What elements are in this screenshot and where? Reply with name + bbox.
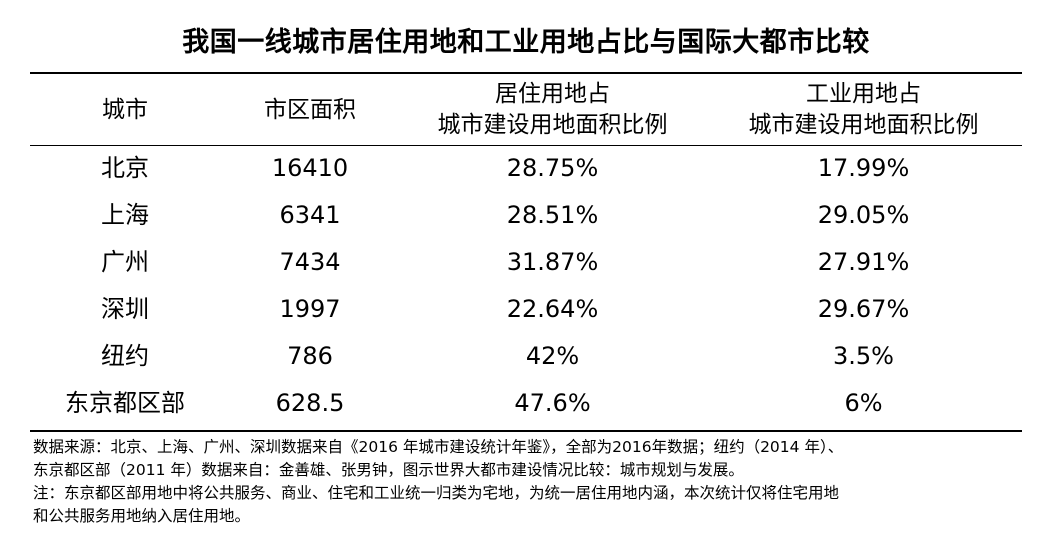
industrial-cell: 3.5% [833, 342, 894, 370]
bottom-rule [30, 430, 1022, 432]
residential-cell: 28.51% [506, 201, 599, 229]
header-industrial-line2: 城市建设用地面积比例 [748, 112, 979, 138]
table-row: 东京都区部 628.5 47.6% 6% [0, 380, 1052, 427]
area-cell: 6341 [279, 201, 341, 229]
area-cell: 1997 [279, 295, 341, 323]
residential-cell: 31.87% [506, 248, 599, 276]
city-cell: 东京都区部 [65, 389, 185, 417]
table-row: 北京 16410 28.75% 17.99% [0, 145, 1052, 192]
header-residential-line1: 居住用地占 [495, 81, 610, 107]
top-rule [30, 72, 1022, 74]
table-row: 广州 7434 31.87% 27.91% [0, 239, 1052, 286]
table-title: 我国一线城市居住用地和工业用地占比与国际大都市比较 [182, 27, 870, 58]
industrial-cell: 6% [844, 389, 883, 417]
header-city: 城市 [30, 79, 220, 141]
area-cell: 628.5 [275, 389, 345, 417]
header-industrial: 工业用地占 城市建设用地面积比例 [705, 79, 1022, 141]
header-industrial-line1: 工业用地占 [806, 81, 921, 107]
industrial-cell: 29.67% [817, 295, 910, 323]
source-notes: 数据来源：北京、上海、广州、深圳数据来自《2016 年城市建设统计年鉴》，全部为… [33, 436, 1033, 528]
industrial-cell: 29.05% [817, 201, 910, 229]
table-row: 深圳 1997 22.64% 29.67% [0, 286, 1052, 333]
residential-cell: 22.64% [506, 295, 599, 323]
city-cell: 深圳 [101, 295, 149, 323]
city-cell: 北京 [101, 154, 149, 182]
source-note-line: 东京都区部（2011 年）数据来自：金善雄、张男钟，图示世界大都市建设情况比较：… [33, 461, 744, 479]
table-row: 纽约 786 42% 3.5% [0, 333, 1052, 380]
header-area: 市区面积 [220, 79, 400, 141]
header-residential: 居住用地占 城市建设用地面积比例 [400, 79, 705, 141]
header-city-label: 城市 [102, 96, 148, 123]
city-cell: 广州 [101, 248, 149, 276]
table-row: 上海 6341 28.51% 29.05% [0, 192, 1052, 239]
city-cell: 纽约 [101, 342, 149, 370]
source-note-line: 数据来源：北京、上海、广州、深圳数据来自《2016 年城市建设统计年鉴》，全部为… [33, 438, 844, 456]
residential-cell: 28.75% [506, 154, 599, 182]
residential-cell: 42% [525, 342, 580, 370]
header-rule [30, 145, 1022, 146]
footnote-line: 注：东京都区部用地中将公共服务、商业、住宅和工业统一归类为宅地，为统一居住用地内… [33, 484, 840, 502]
industrial-cell: 27.91% [817, 248, 910, 276]
header-area-label: 市区面积 [264, 96, 356, 123]
area-cell: 16410 [271, 154, 349, 182]
residential-cell: 47.6% [514, 389, 591, 417]
header-residential-line2: 城市建设用地面积比例 [437, 112, 668, 138]
city-cell: 上海 [101, 201, 149, 229]
industrial-cell: 17.99% [817, 154, 910, 182]
area-cell: 7434 [279, 248, 341, 276]
footnote-line: 和公共服务用地纳入居住用地。 [33, 507, 251, 525]
area-cell: 786 [287, 342, 333, 370]
